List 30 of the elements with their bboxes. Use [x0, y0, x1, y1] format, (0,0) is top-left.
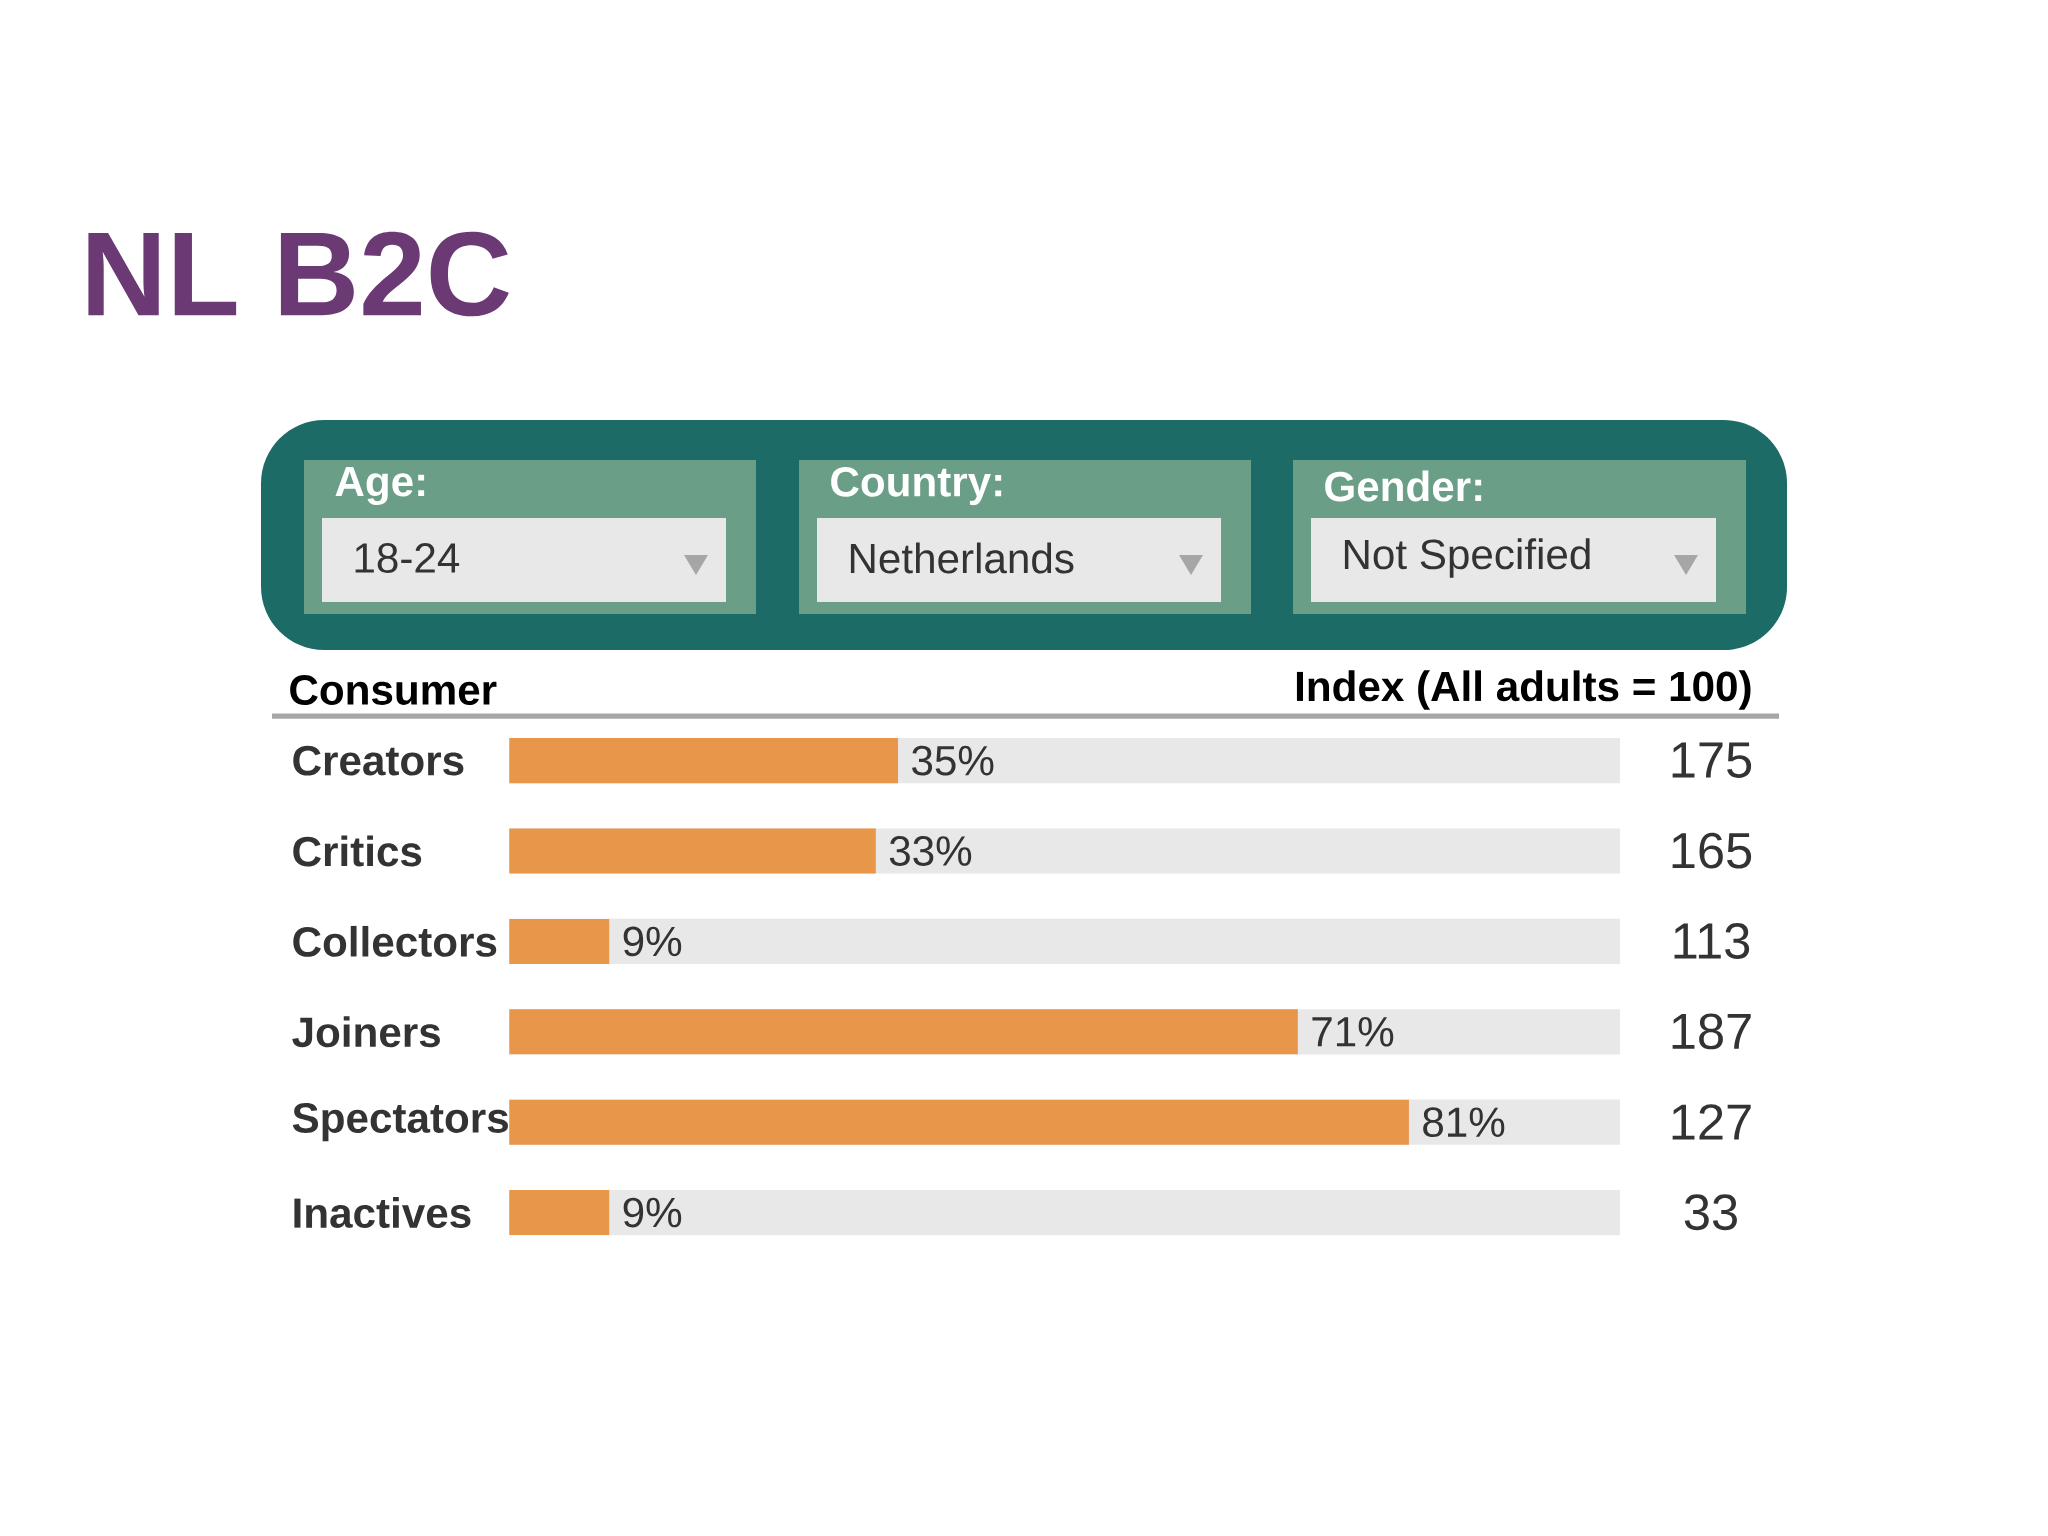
text: Country: [831, 466, 1002, 506]
text: 127 [1672, 1104, 1751, 1140]
y-tick-label: Joiners [292, 1016, 440, 1048]
text: Gender: [1325, 470, 1482, 502]
bar [509, 918, 610, 964]
data-label: 9% [623, 926, 682, 957]
text: 18-24 [355, 543, 460, 573]
text: Age: [335, 467, 425, 505]
text: 175 [1672, 742, 1752, 778]
text: Index (All adults = 100) [1296, 670, 1751, 710]
y-tick-label: Creators [293, 745, 464, 776]
text: 187 [1672, 1013, 1751, 1050]
data-label: 81% [1423, 1107, 1505, 1138]
bar [509, 1190, 610, 1236]
y-tick-label: Collectors [293, 925, 497, 957]
text: Not Specified [1344, 538, 1590, 578]
data-label: 35% [912, 745, 994, 776]
text: Consumer [290, 675, 497, 705]
y-tick-label: Inactives [294, 1197, 471, 1229]
data-label: 9% [623, 1197, 682, 1228]
y-tick-label: Spectators [292, 1103, 508, 1142]
data-label: 71% [1312, 1017, 1394, 1047]
data-label: 33% [889, 836, 972, 866]
bar [509, 828, 876, 874]
text: 113 [1674, 923, 1750, 959]
text: 33 [1684, 1194, 1737, 1231]
chart-title: NL B2C [88, 231, 509, 317]
text: 165 [1672, 832, 1752, 869]
y-tick-label: Critics [293, 835, 422, 867]
text: Netherlands [850, 542, 1074, 574]
